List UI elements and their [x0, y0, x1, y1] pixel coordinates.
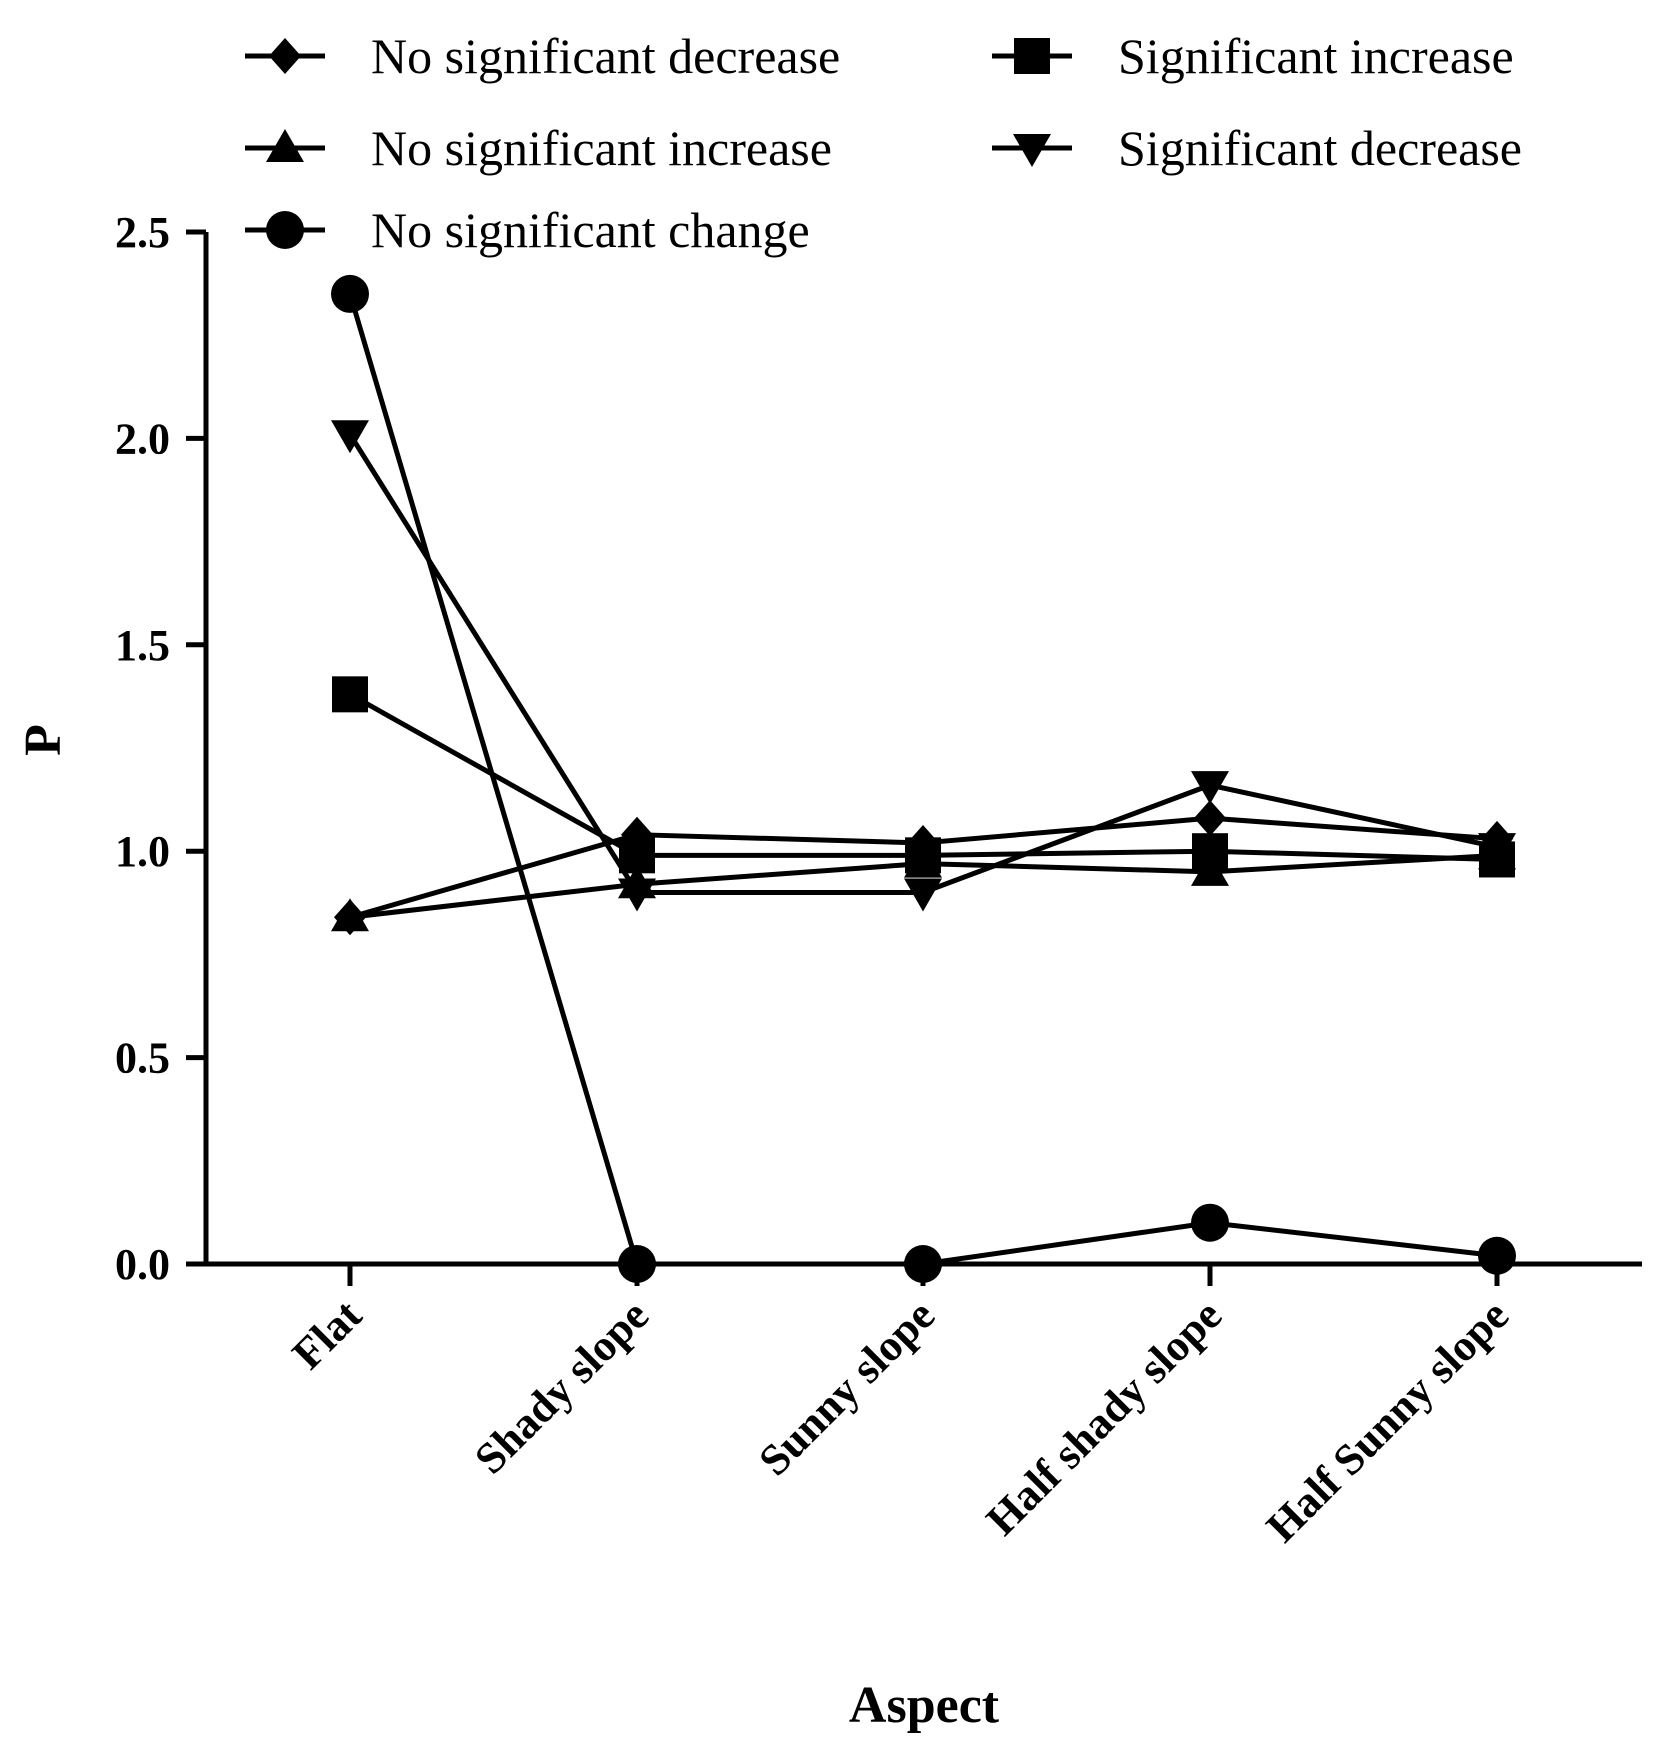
legend-label: Significant decrease: [1118, 120, 1522, 176]
data-point: [618, 878, 656, 912]
data-point: [1192, 833, 1228, 870]
data-point: [331, 420, 369, 454]
data-point: [1191, 1203, 1229, 1242]
y-tick-label: 2.0: [115, 414, 170, 463]
series-line: [347, 432, 1498, 895]
legend-marker: [266, 129, 304, 162]
data-point: [332, 676, 368, 713]
x-tick-label: Shady slope: [465, 1290, 658, 1483]
series-circle: [331, 274, 1516, 1283]
x-tick-label: Sunny slope: [749, 1290, 944, 1485]
legend-entry: Significant decrease: [992, 120, 1522, 176]
series-line: [347, 293, 1498, 1267]
data-point: [904, 1245, 942, 1283]
legend-marker: [1013, 134, 1051, 167]
data-point: [1194, 800, 1226, 837]
x-axis-title: Aspect: [849, 1677, 1000, 1734]
y-ticks: 0.0 0.5 1.0 1.5 2.0 2.5: [115, 208, 206, 1289]
series-triangle-down: [331, 420, 1516, 912]
x-ticks: Flat Shady slope Sunny slope Half shady slo…: [283, 1264, 1518, 1552]
y-tick-label: 1.0: [115, 827, 170, 876]
y-tick-label: 0.0: [115, 1240, 170, 1289]
x-tick-label: Flat: [283, 1290, 371, 1378]
y-tick-label: 1.5: [115, 621, 170, 670]
data-point: [1191, 771, 1229, 805]
y-axis-title: P: [15, 724, 72, 756]
legend-marker: [1014, 38, 1050, 74]
axes: 0.0 0.5 1.0 1.5 2.0 2.5 Flat Shady slope Sunny …: [15, 208, 1642, 1734]
y-tick-label: 2.5: [115, 208, 170, 257]
legend-entry: No significant change: [245, 202, 810, 258]
y-tick-label: 0.5: [115, 1034, 170, 1083]
data-point: [618, 1245, 656, 1283]
x-tick-label: Half Sunny slope: [1257, 1290, 1518, 1551]
legend-entry: No significant decrease: [245, 28, 840, 84]
legend-entry: Significant increase: [992, 28, 1514, 84]
series: [331, 274, 1516, 1283]
data-point: [1478, 1236, 1516, 1275]
data-point: [1191, 852, 1229, 886]
legend: No significant decrease No significant in…: [245, 28, 1522, 258]
data-point: [619, 837, 655, 874]
x-tick-label: Half shady slope: [977, 1290, 1231, 1544]
series-square: [332, 676, 1515, 878]
legend-entry: No significant increase: [245, 120, 832, 176]
data-point: [1478, 833, 1516, 867]
legend-label: No significant increase: [371, 120, 832, 176]
legend-marker: [266, 211, 304, 249]
data-point: [331, 274, 369, 313]
legend-label: Significant increase: [1118, 28, 1514, 84]
legend-label: No significant decrease: [371, 28, 840, 84]
data-point: [331, 898, 369, 932]
legend-marker: [269, 38, 301, 74]
data-point: [904, 878, 942, 912]
data-point: [905, 837, 941, 874]
legend-label: No significant change: [371, 202, 810, 258]
